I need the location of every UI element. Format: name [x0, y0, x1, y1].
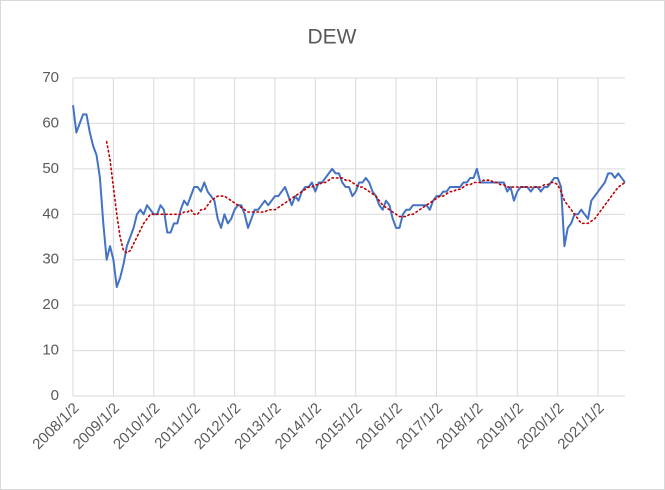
y-tick-label: 30 — [42, 251, 59, 268]
y-tick-label: 40 — [42, 205, 59, 222]
trend-line — [105, 140, 626, 254]
y-tick-label: 0 — [51, 387, 59, 404]
y-tick-label: 20 — [42, 296, 59, 313]
y-tick-label: 70 — [42, 69, 59, 86]
price-line — [72, 105, 626, 288]
y-tick-label: 10 — [42, 342, 59, 359]
chart-title: DEW — [308, 26, 357, 49]
y-tick-label: 60 — [42, 114, 59, 131]
y-tick-label: 50 — [42, 160, 59, 177]
